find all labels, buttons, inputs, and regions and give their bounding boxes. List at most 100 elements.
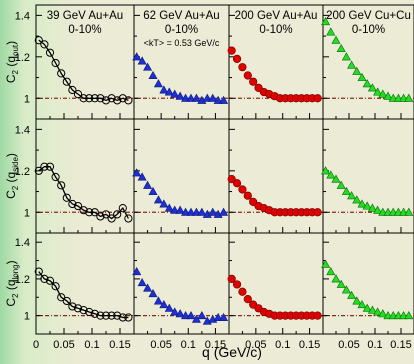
data-point (107, 214, 116, 223)
data-point (341, 285, 351, 294)
data-point (148, 70, 158, 79)
data-point (213, 95, 223, 104)
data-point (326, 27, 336, 36)
data-point (51, 172, 60, 182)
data-point (181, 207, 191, 216)
data-point (238, 63, 247, 72)
x-tick-label: 0.1 (84, 339, 99, 351)
data-point (341, 52, 351, 61)
data-point (164, 87, 174, 96)
data-point (336, 279, 346, 288)
data-point (249, 197, 258, 207)
x-tick-label: 0.15 (390, 339, 411, 351)
data-point (367, 203, 377, 212)
data-point (170, 205, 180, 214)
data-point (321, 259, 331, 268)
data-point (336, 43, 346, 53)
y-tick-label: 1.4 (15, 237, 30, 249)
data-point (113, 311, 122, 320)
data-point (357, 300, 367, 309)
data-point (34, 36, 43, 45)
data-point (313, 208, 322, 217)
data-point (213, 312, 223, 321)
data-point (404, 207, 414, 216)
data-point (124, 96, 133, 105)
data-point (347, 60, 357, 69)
data-point (79, 94, 88, 103)
data-point (118, 313, 127, 322)
data-point (51, 58, 60, 68)
data-point (34, 267, 43, 276)
data-point (313, 311, 322, 320)
data-point (191, 207, 201, 216)
data-point (219, 95, 229, 104)
data-point (159, 300, 169, 309)
x-tick-label: 0.1 (367, 339, 382, 351)
data-point (107, 311, 116, 320)
data-point (143, 283, 153, 292)
x-tick-label: 0 (33, 339, 39, 351)
data-point (181, 311, 191, 320)
data-point (68, 302, 77, 311)
data-point (101, 311, 111, 320)
data-point (85, 94, 94, 103)
data-point (45, 162, 55, 171)
data-point (90, 208, 99, 217)
data-point (153, 79, 163, 88)
column-centrality: 0-10% (352, 24, 385, 36)
data-point (227, 46, 236, 55)
data-point (170, 89, 180, 98)
data-point (85, 208, 94, 217)
data-point (143, 180, 153, 189)
data-point (73, 201, 83, 211)
data-point (175, 205, 185, 214)
row-label: C2 (qlong) (4, 260, 20, 306)
data-point (73, 90, 83, 99)
column-centrality: 0-10% (68, 24, 101, 36)
data-point (243, 191, 252, 200)
y-tick-label: 1.4 (15, 124, 30, 136)
data-point (90, 94, 99, 103)
data-point (107, 94, 116, 103)
data-point (96, 311, 105, 320)
data-point (367, 305, 377, 314)
data-point (62, 193, 71, 202)
data-point (62, 296, 71, 306)
data-point (45, 276, 55, 285)
data-point (170, 307, 180, 316)
panels-grid (34, 4, 414, 335)
data-point (79, 306, 88, 315)
data-point (352, 195, 362, 204)
data-point (186, 207, 196, 216)
data-point (373, 307, 383, 316)
data-point (186, 93, 196, 102)
data-point (321, 16, 331, 26)
data-point (85, 307, 94, 317)
y-tick-label: 1.2 (15, 166, 30, 178)
data-point (191, 93, 201, 102)
data-point (101, 96, 111, 105)
x-axis-label: q (GeV/c) (202, 344, 262, 360)
data-point (331, 35, 341, 44)
x-tick-label: 0.1 (181, 339, 196, 351)
data-point (331, 174, 341, 183)
column-title: 200 GeV Au+Au (235, 10, 318, 22)
data-point (57, 181, 66, 190)
data-point (113, 96, 122, 105)
data-point (137, 172, 147, 181)
data-point (362, 79, 372, 88)
x-tick-label: 0.15 (109, 339, 130, 351)
x-tick-label: 0.05 (338, 339, 359, 351)
data-point (219, 207, 229, 216)
data-point (73, 304, 83, 313)
data-point (331, 274, 341, 283)
data-point (159, 85, 169, 94)
data-point (40, 274, 49, 284)
data-point (357, 199, 367, 208)
column-title: 200 GeV Cu+Cu (326, 10, 411, 22)
data-point (238, 185, 247, 194)
data-point (68, 85, 77, 95)
data-point (181, 93, 191, 102)
data-point (40, 162, 49, 171)
